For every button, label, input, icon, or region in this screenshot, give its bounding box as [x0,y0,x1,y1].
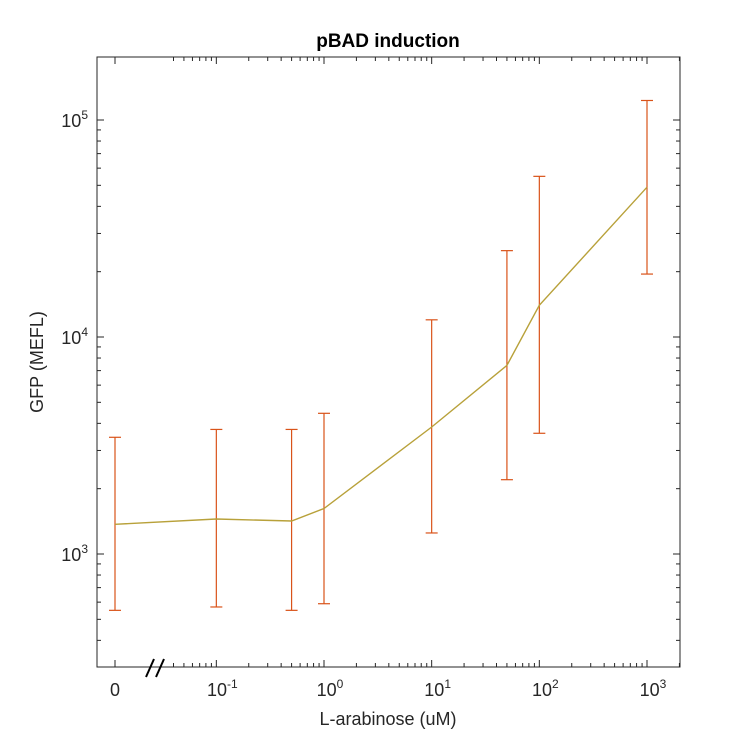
y-tick-label: 104 [61,325,88,348]
y-tick-label: 105 [61,108,88,131]
axis-break-marker [145,658,165,678]
axis-break-slash [145,658,155,678]
y-tick-label: 103 [61,542,88,565]
plot-area [96,56,681,668]
x-tick-label: 103 [640,677,667,700]
y-axis-label: GFP (MEFL) [27,311,47,413]
chart-title: pBAD induction [316,31,460,52]
series-line-group [114,186,648,525]
x-tick-label: 10-1 [207,677,238,700]
series-line [114,186,648,525]
axis-ticks [97,57,680,667]
x-tick-label: 101 [424,677,451,700]
x-axis-label: L-arabinose (uM) [319,709,456,729]
axis-break-slash [155,658,165,678]
tick-labels: 0 10-1 100 101 102 103 103 104 105 [61,108,666,700]
x-tick-label: 0 [110,680,120,700]
x-tick-label: 102 [532,677,559,700]
x-tick-label: 100 [317,677,344,700]
